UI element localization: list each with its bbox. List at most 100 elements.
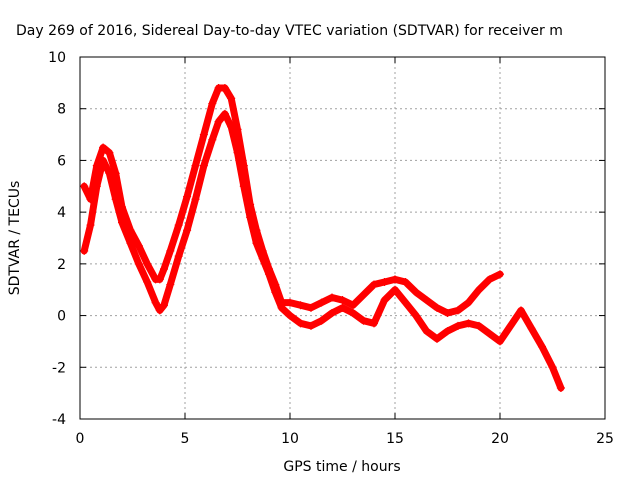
grid-lines <box>80 57 605 419</box>
data-point <box>556 383 565 392</box>
y-tick-label: -2 <box>52 360 66 376</box>
data-point <box>199 130 208 139</box>
data-point <box>183 226 192 235</box>
data-point <box>118 218 126 227</box>
x-tick-label: 10 <box>281 431 299 447</box>
data-point <box>239 182 248 191</box>
data-point <box>328 293 336 302</box>
data-point <box>307 303 315 312</box>
data-point <box>166 280 175 289</box>
data-point <box>111 195 120 204</box>
data-point <box>527 324 536 333</box>
data-point <box>134 241 143 250</box>
data-point <box>317 298 326 307</box>
x-tick-label: 5 <box>181 431 190 447</box>
data-point <box>199 161 208 170</box>
data-point <box>370 319 378 328</box>
x-axis-ticks: 0 5 10 15 20 25 <box>76 57 614 447</box>
y-tick-label: 8 <box>57 102 66 118</box>
data-point <box>99 156 108 165</box>
data-point <box>380 277 389 286</box>
data-point <box>338 303 347 312</box>
data-point <box>174 252 183 261</box>
data-point <box>227 94 236 103</box>
data-point <box>538 342 546 351</box>
data-point <box>401 277 410 286</box>
data-point <box>422 296 431 305</box>
y-tick-label: 0 <box>57 309 66 325</box>
data-point <box>80 182 89 191</box>
data-point <box>370 280 378 289</box>
data-point <box>183 192 192 201</box>
data-point <box>506 321 515 330</box>
data-point <box>143 259 152 268</box>
data-point <box>338 296 347 305</box>
data-point <box>208 99 217 108</box>
data-point <box>401 298 410 307</box>
data-point <box>151 298 160 307</box>
data-point <box>220 84 229 93</box>
data-point <box>252 239 261 248</box>
data-points <box>80 84 565 392</box>
data-point <box>464 319 473 328</box>
plot-frame <box>79 56 606 420</box>
series-band <box>80 110 565 392</box>
data-point <box>391 275 399 284</box>
data-point <box>412 311 420 320</box>
data-point <box>454 321 462 330</box>
data-point <box>349 308 357 317</box>
y-tick-label: -4 <box>52 412 66 428</box>
x-tick-label: 0 <box>76 431 85 447</box>
data-point <box>475 285 483 294</box>
data-point <box>286 298 294 307</box>
data-point <box>258 254 267 263</box>
y-tick-label: 4 <box>57 205 66 221</box>
data-point <box>166 246 175 255</box>
data-point <box>496 337 504 346</box>
data-point <box>433 334 441 343</box>
data-point <box>359 290 368 299</box>
x-tick-label: 15 <box>386 431 404 447</box>
data-point <box>277 303 286 312</box>
data-point <box>307 321 315 330</box>
data-point <box>105 148 114 157</box>
data-point <box>265 270 273 279</box>
data-point <box>105 169 114 178</box>
data-point <box>99 143 108 152</box>
y-tick-label: 6 <box>57 153 66 169</box>
data-point <box>380 296 389 305</box>
y-tick-label: 2 <box>57 257 66 273</box>
data-point <box>349 301 357 310</box>
data-point <box>485 275 494 284</box>
data-point <box>517 306 525 315</box>
data-point <box>191 195 200 204</box>
data-point <box>317 316 326 325</box>
data-point <box>160 301 168 310</box>
data-point <box>174 221 183 230</box>
data-point <box>443 308 452 317</box>
data-point <box>86 221 95 230</box>
data-point <box>191 161 200 170</box>
y-axis-ticks: -4 -2 0 2 4 6 8 10 <box>48 50 605 428</box>
data-point <box>296 301 305 310</box>
y-tick-label: 10 <box>48 50 66 66</box>
data-point <box>464 298 473 307</box>
x-tick-label: 25 <box>596 431 614 447</box>
data-point <box>214 117 223 126</box>
data-point <box>134 259 143 268</box>
data-point <box>422 327 431 336</box>
data-point <box>286 311 294 320</box>
data-point <box>220 109 229 118</box>
data-point <box>227 122 236 131</box>
data-point <box>454 306 462 315</box>
data-point <box>143 277 152 286</box>
data-point <box>296 319 305 328</box>
data-point <box>271 288 280 297</box>
data-point <box>328 308 336 317</box>
series <box>80 109 565 392</box>
data-point <box>155 306 164 315</box>
data-point <box>359 316 368 325</box>
data-point <box>548 363 557 372</box>
data-point <box>246 213 255 222</box>
